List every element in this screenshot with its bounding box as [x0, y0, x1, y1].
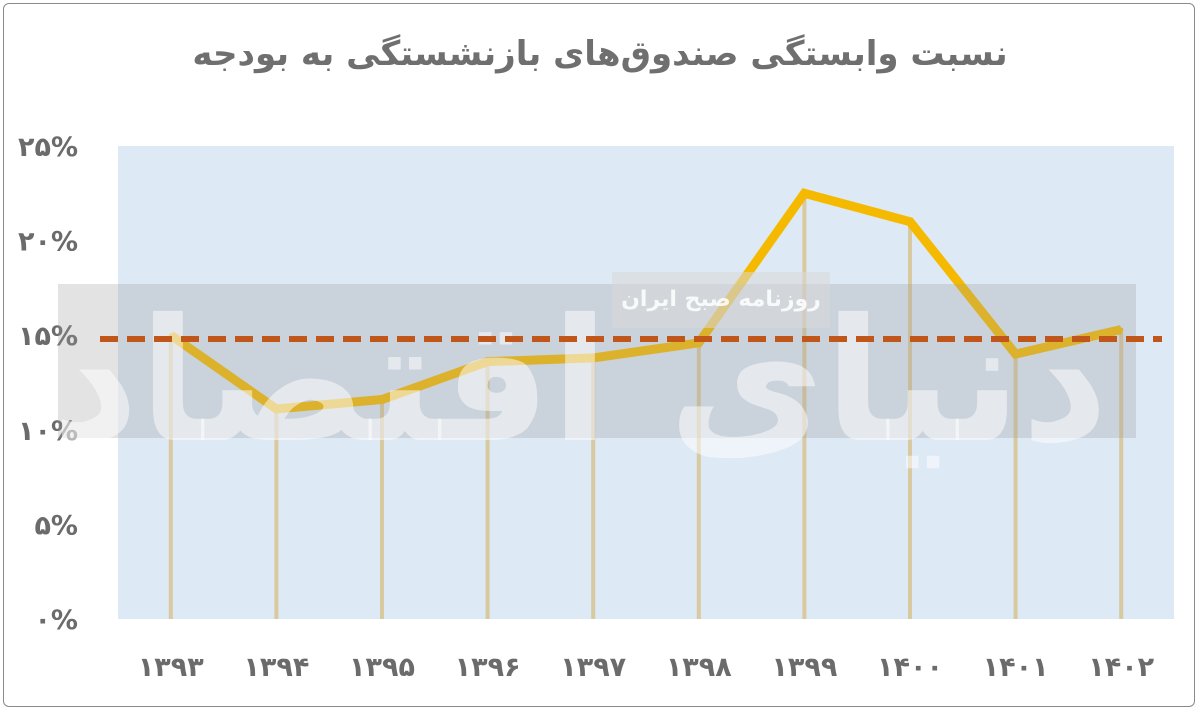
x-tick-label: ۱۴۰۰ — [877, 652, 943, 683]
x-tick-label: ۱۴۰۲ — [1088, 652, 1154, 683]
y-axis-labels: ۰% ۵% ۱۰% ۱۵% ۲۰% ۲۵% — [18, 132, 78, 636]
x-tick-label: ۱۳۹۹ — [771, 652, 837, 683]
watermark: دنیای اقتصاد روزنامه صبح ایران — [52, 272, 1136, 481]
y-tick-label: ۰% — [34, 605, 78, 636]
watermark-caption: روزنامه صبح ایران — [621, 287, 821, 312]
y-tick-label: ۲۵% — [18, 132, 78, 163]
drop-lines — [168, 193, 1124, 619]
y-tick-label: ۲۰% — [18, 227, 78, 258]
x-tick-label: ۱۳۹۷ — [560, 652, 626, 683]
x-tick-label: ۱۴۰۱ — [983, 652, 1049, 683]
series-line — [168, 188, 1123, 414]
x-axis-labels: ۱۳۹۳ ۱۳۹۴ ۱۳۹۵ ۱۳۹۶ ۱۳۹۷ ۱۳۹۸ ۱۳۹۹ ۱۴۰۰ ۱۴۰۱ ۱۴۰۲ — [138, 652, 1155, 683]
data-point — [908, 219, 912, 224]
data-point — [380, 397, 384, 402]
x-tick-label: ۱۳۹۳ — [138, 652, 204, 683]
data-point — [591, 355, 596, 360]
data-point — [485, 359, 490, 364]
watermark-brand: دنیای اقتصاد — [52, 283, 1109, 481]
data-point — [1013, 352, 1018, 357]
data-point — [1119, 327, 1124, 332]
data-point — [274, 406, 279, 411]
x-tick-label: ۱۳۹۵ — [349, 652, 415, 683]
y-tick-label: ۵% — [34, 510, 78, 541]
data-point — [802, 191, 807, 196]
y-tick-label: ۱۵% — [18, 321, 78, 352]
x-tick-label: ۱۳۹۶ — [455, 652, 521, 683]
watermark-caption-box — [612, 272, 830, 328]
chart-title: نسبت وابستگی صندوق‌های بازنشستگی به بودج… — [192, 34, 1008, 74]
x-tick-label: ۱۳۹۴ — [243, 652, 309, 683]
y-tick-label: ۱۰% — [18, 416, 78, 447]
x-tick-label: ۱۳۹۸ — [666, 652, 732, 683]
plot-area — [118, 146, 1174, 619]
watermark-band — [58, 284, 1136, 438]
